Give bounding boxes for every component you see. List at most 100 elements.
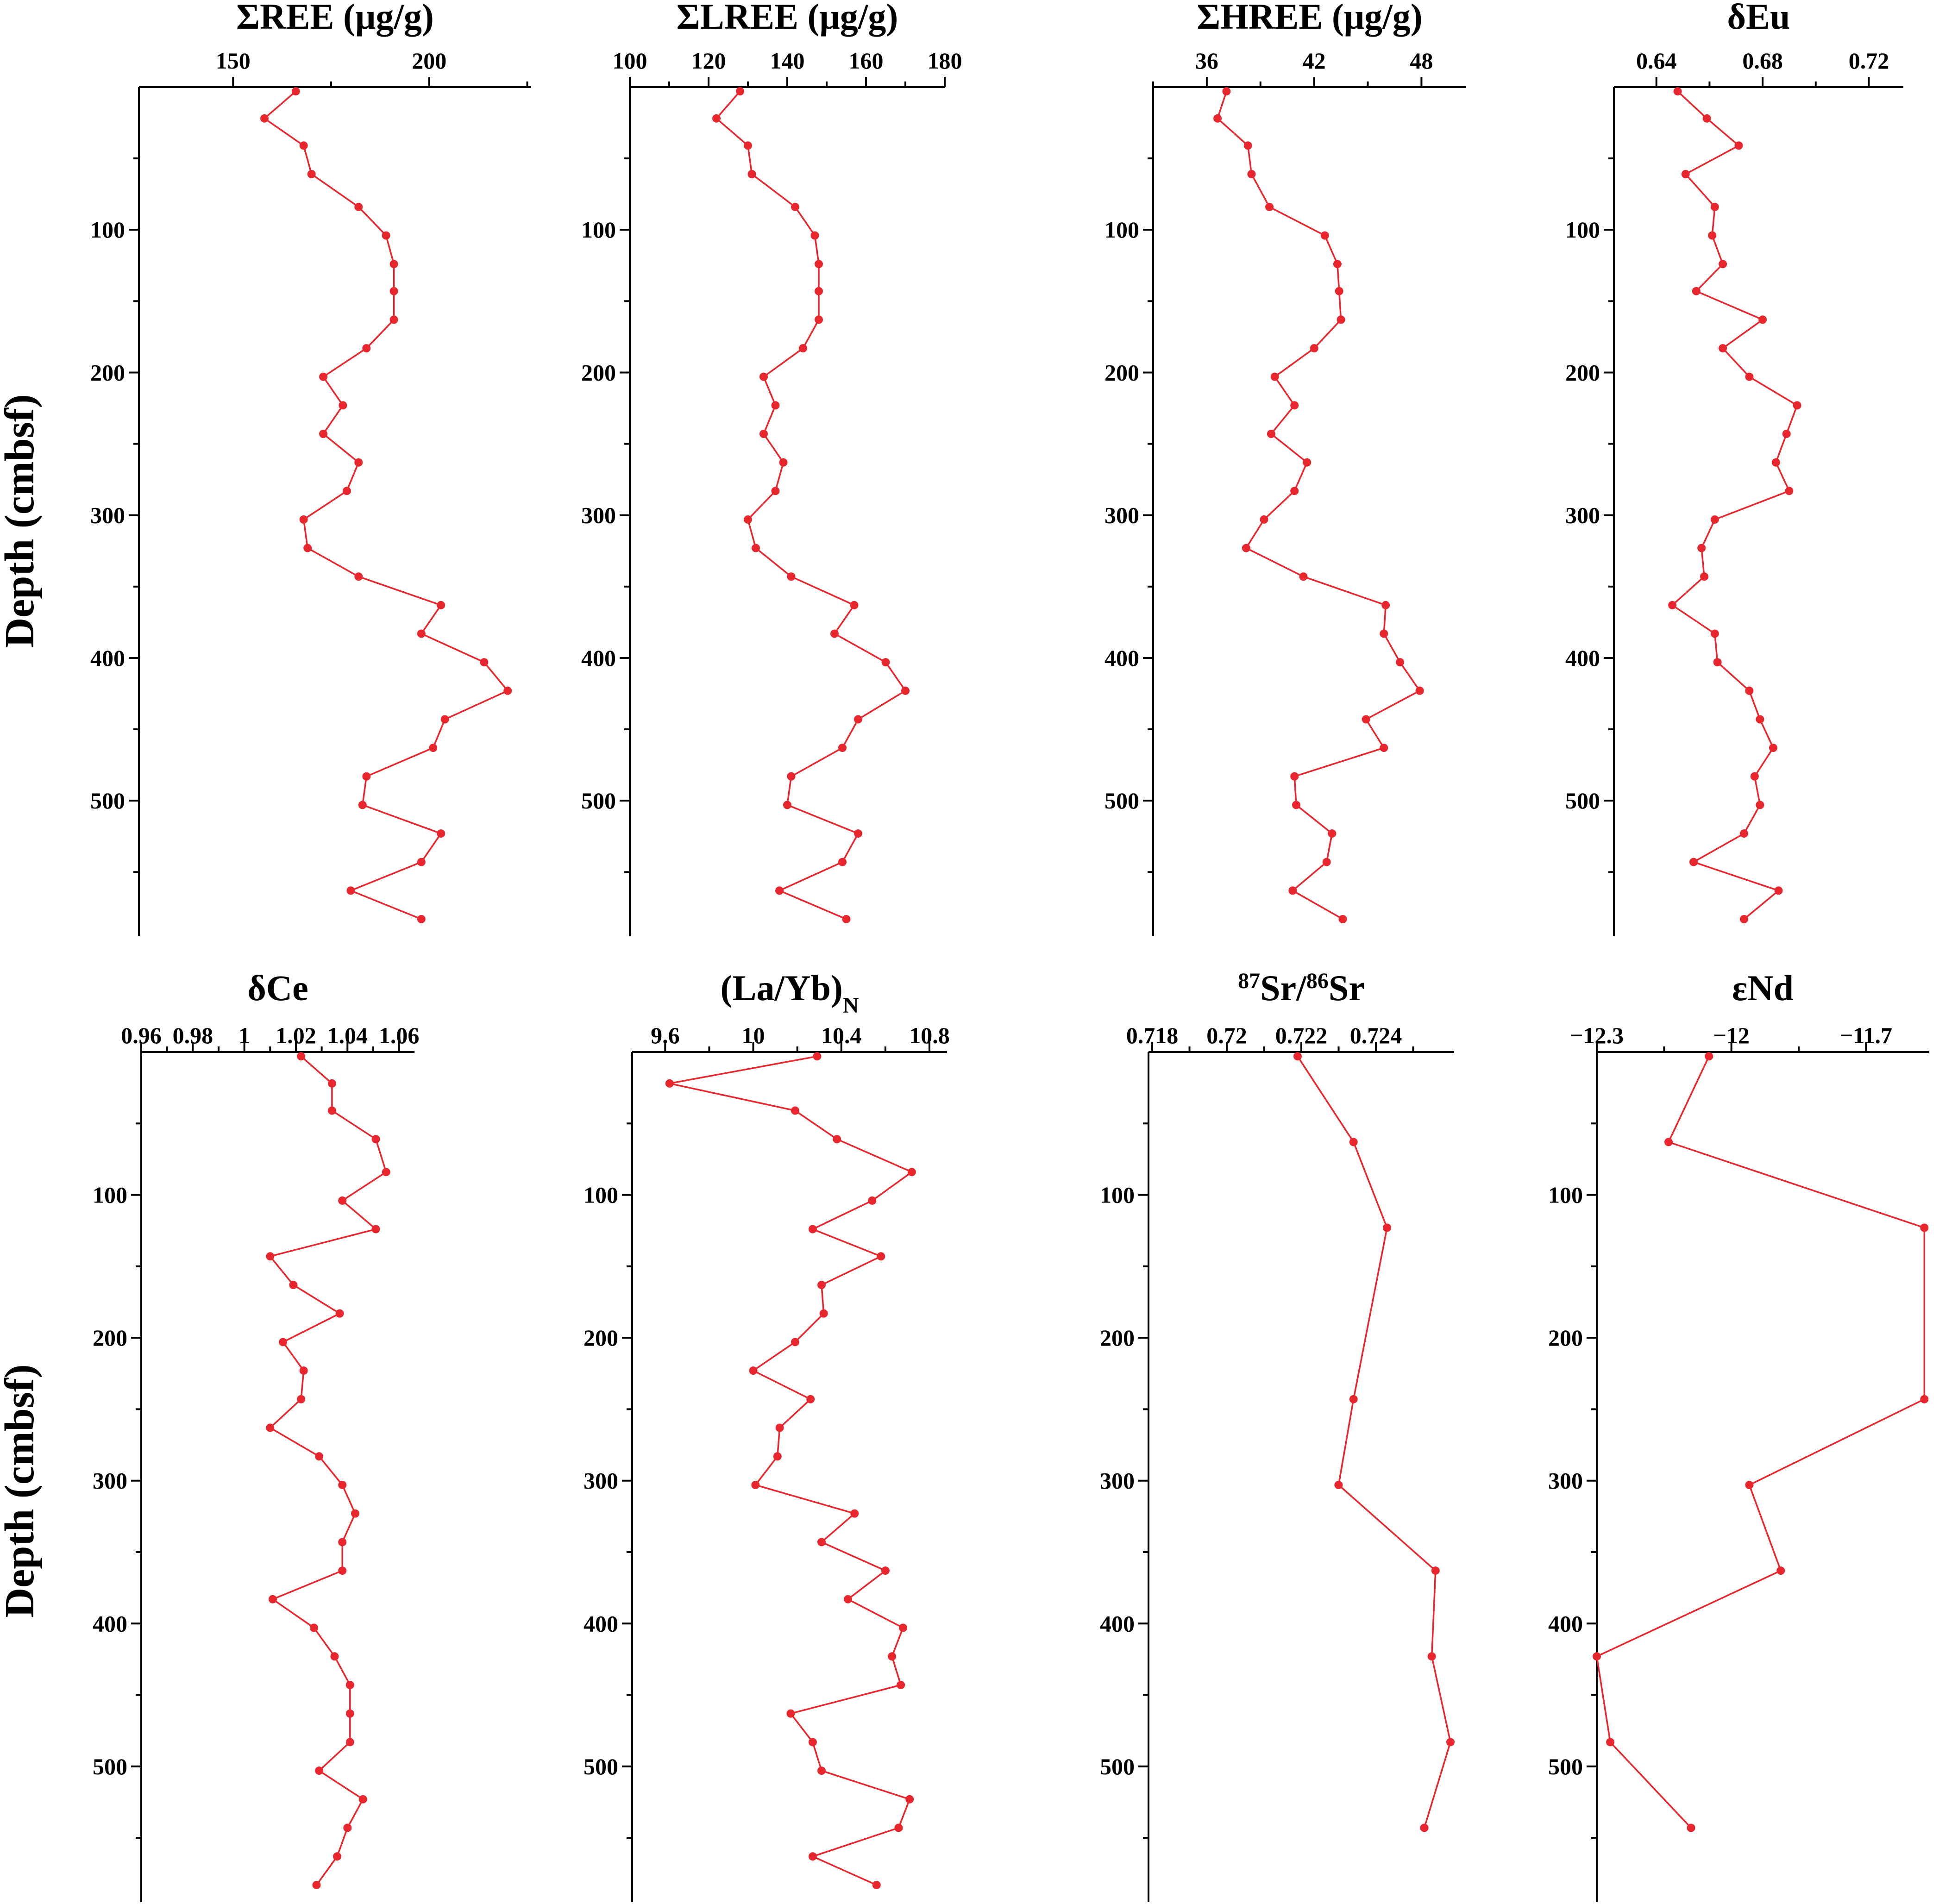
data-point — [747, 170, 756, 178]
data-point — [759, 430, 768, 438]
panel-title: ΣREE (μg/g) — [236, 0, 434, 37]
data-point — [362, 772, 371, 781]
data-point — [1745, 686, 1754, 695]
data-point — [1320, 231, 1329, 240]
panel-title: ΣHREE (μg/g) — [1197, 0, 1422, 37]
y-tick-label: 100 — [1548, 1182, 1583, 1208]
data-point — [759, 372, 768, 381]
y-tick-label: 400 — [1105, 645, 1139, 671]
data-point — [1243, 141, 1252, 150]
data-point — [881, 658, 890, 667]
series-line — [264, 90, 508, 920]
data-point — [787, 572, 796, 581]
data-point — [338, 1566, 347, 1575]
data-point — [888, 1652, 897, 1661]
data-point — [389, 287, 398, 295]
x-tick-label: 0.72 — [1849, 48, 1889, 74]
data-point — [299, 1366, 308, 1375]
series-line — [669, 1055, 913, 1886]
data-point — [744, 141, 752, 150]
data-point — [345, 1738, 354, 1747]
data-point — [771, 401, 780, 410]
data-point — [268, 1595, 277, 1603]
data-point — [1719, 260, 1727, 269]
data-point — [1267, 430, 1275, 438]
data-point — [1700, 572, 1708, 581]
data-point — [503, 686, 512, 695]
data-point — [330, 1652, 339, 1661]
panel-delta-eu: δEu 0.64 0.68 0.72 100 200 300 400 500 — [1565, 0, 1903, 936]
data-point — [1396, 658, 1405, 667]
y-tick-label: 300 — [584, 1468, 618, 1494]
data-point — [342, 487, 351, 495]
panel-title: 87Sr/86Sr — [1238, 968, 1365, 1008]
series-line — [1217, 91, 1421, 920]
data-point — [1338, 915, 1347, 923]
data-point — [1290, 487, 1299, 495]
data-point — [1756, 801, 1764, 809]
data-point — [1270, 372, 1279, 381]
data-point — [752, 544, 760, 552]
data-point — [1710, 202, 1719, 211]
data-point — [817, 1281, 826, 1289]
data-point — [266, 1423, 275, 1432]
data-point — [838, 858, 847, 866]
data-point — [842, 915, 851, 923]
data-point — [417, 629, 426, 638]
x-tick-label: 10.4 — [821, 1022, 862, 1048]
series-line — [1671, 90, 1798, 920]
data-point — [1740, 915, 1748, 923]
data-point — [315, 1452, 324, 1461]
x-tick-label: 160 — [849, 48, 884, 74]
data-point — [1322, 858, 1331, 866]
y-tick-label: 300 — [581, 502, 616, 528]
data-point — [905, 1795, 914, 1804]
data-point — [279, 1338, 288, 1347]
data-point — [1293, 1052, 1302, 1061]
panel-sum-hree: ΣHREE (μg/g) 36 42 48 100 200 300 400 500 — [1105, 0, 1466, 936]
data-point — [791, 1106, 799, 1115]
data-point — [810, 231, 819, 240]
data-point — [712, 114, 721, 123]
data-point — [1420, 1823, 1429, 1832]
series-line — [715, 91, 906, 920]
data-point — [417, 915, 426, 923]
data-point — [779, 458, 788, 467]
data-point — [266, 1252, 275, 1261]
data-point — [1785, 487, 1794, 495]
y-tick-label: 400 — [581, 645, 616, 671]
y-tick-label: 100 — [90, 217, 125, 243]
x-tick-label: 0.98 — [173, 1022, 213, 1048]
data-point — [813, 1052, 822, 1061]
y-tick-label: 500 — [581, 788, 616, 814]
depth-axis-label-top: Depth (cmbsf) — [0, 394, 43, 647]
x-tick-label: 10.8 — [909, 1022, 950, 1048]
data-point — [307, 170, 316, 178]
x-tick-label: −11.7 — [1840, 1022, 1892, 1048]
data-point — [1290, 401, 1299, 410]
data-point — [1719, 344, 1727, 353]
data-point — [333, 1852, 341, 1861]
data-point — [303, 544, 312, 552]
y-tick-label: 400 — [1565, 645, 1600, 671]
data-point — [1362, 715, 1370, 724]
data-point — [1310, 344, 1318, 353]
data-point — [817, 1538, 826, 1547]
data-point — [1745, 1481, 1754, 1489]
data-point — [1380, 744, 1388, 752]
data-point — [319, 430, 328, 438]
data-point — [299, 515, 308, 524]
x-tick-label: 0.72 — [1206, 1022, 1247, 1048]
x-tick-label: 48 — [1410, 48, 1433, 74]
x-tick-label: 1.06 — [379, 1022, 420, 1048]
panel-la-yb-n: (La/Yb)N 9.6 10 10.4 10.8 100 200 300 400 500 — [584, 968, 950, 1902]
data-point — [838, 744, 847, 752]
data-point — [346, 886, 355, 895]
y-tick-label: 200 — [1548, 1325, 1583, 1351]
data-point — [1776, 1566, 1785, 1575]
data-point — [1713, 658, 1722, 667]
data-point — [1687, 1823, 1695, 1832]
data-point — [1290, 772, 1299, 781]
y-tick-label: 200 — [581, 359, 616, 385]
data-point — [1213, 114, 1222, 123]
